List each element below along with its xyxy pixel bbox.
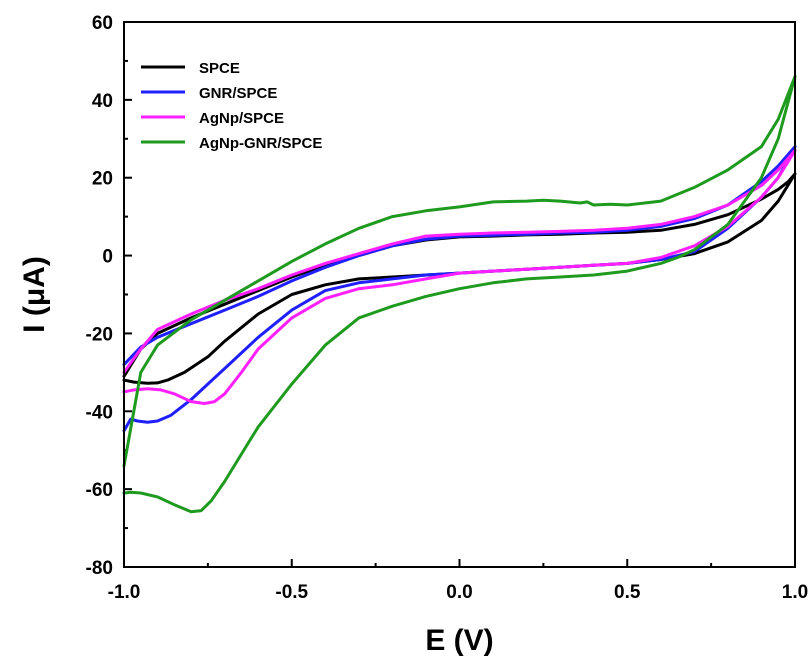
legend-label: AgNp-GNR/SPCE — [199, 135, 322, 152]
y-tick-label: -80 — [86, 558, 113, 579]
y-tick-label: 60 — [92, 13, 113, 34]
series-line-4 — [122, 75, 797, 514]
y-tick-label: 20 — [92, 169, 113, 190]
y-tick-label: 40 — [92, 91, 113, 112]
y-axis-title: I (μA) — [18, 256, 51, 333]
x-axis-ticks — [123, 559, 796, 567]
x-tick-label: -0.5 — [275, 582, 308, 603]
legend-label: AgNp/SPCE — [199, 110, 284, 127]
legend-label: GNR/SPCE — [199, 85, 277, 102]
series-line-3 — [122, 149, 797, 405]
x-tick-label: 1.0 — [782, 582, 808, 603]
y-axis-ticks — [124, 21, 132, 568]
plot-frame — [123, 21, 796, 568]
series-layer — [122, 75, 797, 514]
y-tick-label: -20 — [86, 324, 113, 345]
y-tick-label: -60 — [86, 480, 113, 501]
x-tick-label: -1.0 — [108, 582, 141, 603]
series-line-1 — [122, 172, 797, 385]
y-tick-label: 0 — [102, 247, 113, 268]
x-axis-title: E (V) — [425, 624, 493, 657]
x-tick-label: 0.0 — [446, 582, 472, 603]
y-axis-tick-labels: -80 -60 -40 -20 0 20 40 60 — [86, 13, 113, 579]
x-axis-tick-labels: -1.0 -0.5 0.0 0.5 1.0 — [108, 582, 809, 603]
legend-label: SPCE — [199, 60, 240, 77]
y-tick-label: -40 — [86, 402, 113, 423]
x-tick-label: 0.5 — [614, 582, 641, 603]
legend: SPCE GNR/SPCE AgNp/SPCE AgNp-GNR/SPCE — [141, 60, 322, 152]
